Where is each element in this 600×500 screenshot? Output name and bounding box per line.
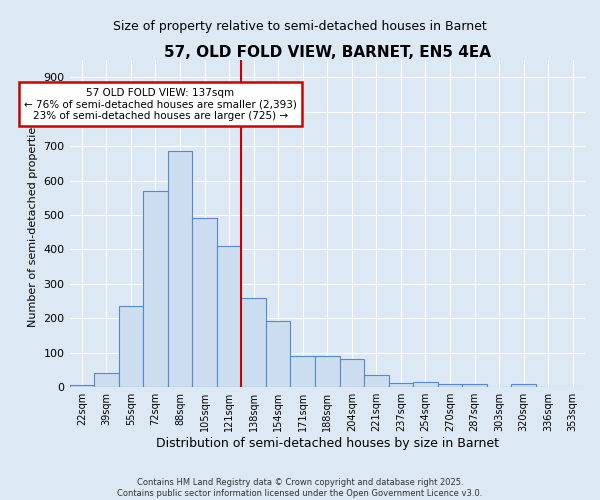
- Bar: [143, 191, 167, 387]
- Bar: [94, 372, 119, 387]
- Text: 57 OLD FOLD VIEW: 137sqm
← 76% of semi-detached houses are smaller (2,393)
23% o: 57 OLD FOLD VIEW: 137sqm ← 76% of semi-d…: [24, 88, 297, 121]
- Y-axis label: Number of semi-detached properties: Number of semi-detached properties: [28, 120, 38, 326]
- Bar: [290, 356, 315, 387]
- Bar: [364, 375, 389, 387]
- Title: 57, OLD FOLD VIEW, BARNET, EN5 4EA: 57, OLD FOLD VIEW, BARNET, EN5 4EA: [164, 45, 491, 60]
- Bar: [70, 386, 94, 387]
- Bar: [438, 384, 462, 387]
- X-axis label: Distribution of semi-detached houses by size in Barnet: Distribution of semi-detached houses by …: [156, 437, 499, 450]
- Bar: [266, 321, 290, 387]
- Bar: [389, 382, 413, 387]
- Bar: [511, 384, 536, 387]
- Text: Contains HM Land Registry data © Crown copyright and database right 2025.
Contai: Contains HM Land Registry data © Crown c…: [118, 478, 482, 498]
- Bar: [167, 152, 192, 387]
- Bar: [413, 382, 438, 387]
- Bar: [315, 356, 340, 387]
- Bar: [119, 306, 143, 387]
- Bar: [192, 218, 217, 387]
- Bar: [217, 246, 241, 387]
- Bar: [241, 298, 266, 387]
- Bar: [560, 386, 585, 387]
- Text: Size of property relative to semi-detached houses in Barnet: Size of property relative to semi-detach…: [113, 20, 487, 33]
- Bar: [340, 359, 364, 387]
- Bar: [462, 384, 487, 387]
